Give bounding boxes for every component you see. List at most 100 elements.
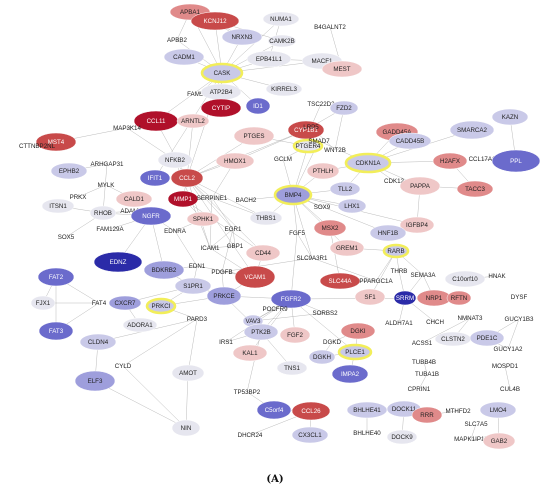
node-label-fam57a: FAM57A <box>187 91 212 98</box>
node-label-acss1: ACSS1 <box>412 340 433 347</box>
node-label-b4galnt2: B4GALNT2 <box>314 24 346 31</box>
node-tuba1b: TUBA1B <box>415 371 439 378</box>
node-itsn1: ITSN1 <box>41 198 75 214</box>
node-prkci: PRKCI <box>145 297 177 315</box>
node-label-gab2: GAB2 <box>491 438 508 445</box>
node-kal1: KAL1 <box>232 344 268 362</box>
edge-bmp4-slc9a3r1 <box>292 194 313 259</box>
node-shape-cadd45b <box>388 132 432 150</box>
node-shape-hmox1 <box>215 152 255 170</box>
node-label-edn1: EDN1 <box>189 263 206 270</box>
node-shape-tns1 <box>276 360 308 376</box>
node-label-itsn1: ITSN1 <box>49 203 67 210</box>
node-shape-hnf1b <box>369 224 407 242</box>
node-gucy1a2: GUCY1A2 <box>494 346 523 353</box>
node-fgf5: FGF5 <box>289 230 305 237</box>
node-shape-bmp4 <box>273 184 313 206</box>
node-rarb: RARB <box>382 243 410 259</box>
node-shape-rftn <box>446 290 472 306</box>
node-shape-kirrel3 <box>265 81 303 97</box>
node-label-egr1: EGR1 <box>225 226 242 233</box>
node-tns1: TNS1 <box>276 360 308 376</box>
edge-ccl2-egr1 <box>186 177 234 230</box>
node-label-ednz: EDNZ <box>110 259 127 266</box>
node-shape-cadm1 <box>163 48 205 66</box>
node-label-ephb2: EPHB2 <box>59 168 80 175</box>
node-shape-pthlh <box>306 162 340 180</box>
node-dysf: DYSF <box>511 294 528 301</box>
node-label-cadd45b: CADD45B <box>396 138 425 145</box>
node-thrb: THRB <box>391 268 408 275</box>
node-slc44a: SLC44A <box>319 272 361 290</box>
edge-egr1-gbp1 <box>232 228 236 247</box>
node-fjx1: FJX1 <box>30 295 56 311</box>
node-label-mapk1ip1l: MAPK1IP1L <box>454 436 488 443</box>
node-label-c5orf4: C5orf4 <box>265 407 284 414</box>
node-label-atp2b4: ATP2B4 <box>210 89 233 96</box>
node-shape-nrxn3 <box>221 28 263 46</box>
node-kirrel3: KIRREL3 <box>265 81 303 97</box>
edge-ccl2-thbs1 <box>186 177 267 219</box>
node-label-slc44a: SLC44A <box>328 278 352 285</box>
node-shape-impa2 <box>331 364 369 384</box>
node-label-ptger4: PTGER4 <box>296 143 321 150</box>
node-label-thbs1: THBS1 <box>256 215 277 222</box>
edge-bmp4-hnf1b <box>292 194 389 234</box>
node-label-fgf5: FGF5 <box>289 230 305 237</box>
node-label-fat4: FAT4 <box>92 300 107 307</box>
node-label-thrb: THRB <box>391 268 408 275</box>
node-shape-fjx1 <box>30 295 56 311</box>
node-shape-ccl26 <box>291 401 331 421</box>
node-label-arhgap31: ARHGAP31 <box>90 161 124 168</box>
node-label-dgki: DGKI <box>350 328 365 335</box>
node-kazn: KAZN <box>491 108 529 126</box>
edge-slc9a3r1-fgf5 <box>296 232 313 259</box>
edge-serpine1-egr1 <box>211 197 234 230</box>
node-shape-pde1c <box>469 329 505 347</box>
node-thbs1: THBS1 <box>249 210 283 226</box>
node-ephb2: EPHB2 <box>50 162 88 180</box>
node-shape-dgkh <box>308 349 336 365</box>
node-label-plce1: PLCE1 <box>345 349 365 356</box>
node-label-mospd1: MOSPD1 <box>492 363 519 370</box>
node-label-hmox1: HMOX1 <box>224 158 247 165</box>
node-kcnj12: KCNJ12 <box>190 11 240 31</box>
node-rftn: RFTN <box>446 290 472 306</box>
node-label-kirrel3: KIRREL3 <box>271 86 297 93</box>
node-label-irs1: IRS1 <box>219 339 233 346</box>
node-fat4: FAT4 <box>92 300 107 307</box>
node-shape-plce1 <box>337 343 373 361</box>
node-label-ppl: PPL <box>510 158 522 165</box>
node-shape-id1 <box>245 97 271 115</box>
node-fat2: FAT2 <box>37 267 75 287</box>
node-shape-h2afx <box>432 152 468 170</box>
node-vcam1: VCAM1 <box>234 265 276 289</box>
node-label-kcnj12: KCNJ12 <box>203 18 227 25</box>
node-map3k14: MAP3K14 <box>113 125 141 132</box>
edge-prkx-mylk <box>77 184 107 198</box>
node-shape-ngfr <box>130 206 172 226</box>
node-shape-sphk1 <box>186 211 220 227</box>
node-shape-msx2 <box>313 219 347 237</box>
edge-tubb4b-tuba1b <box>423 361 428 375</box>
node-bmp4: BMP4 <box>273 184 313 206</box>
node-label-fgf2: FGF2 <box>287 332 303 339</box>
node-icam1: ICAM1 <box>201 245 220 252</box>
node-cttnbp2nl: CTTNBP2NL <box>19 143 56 150</box>
node-shape-lmo4 <box>479 401 517 419</box>
node-shape-gab2 <box>482 432 516 450</box>
node-label-cx3cl1: CX3CL1 <box>298 432 322 439</box>
node-fam129a: FAM129A <box>96 226 124 233</box>
node-label-mylk: MYLK <box>98 182 116 189</box>
node-adora1: ADORA1 <box>122 317 158 333</box>
node-label-mst4: MST4 <box>48 139 65 146</box>
node-label-ppargc1a: PPARGC1A <box>359 278 393 285</box>
node-shape-amot <box>171 364 205 382</box>
node-shape-rarb <box>382 243 410 259</box>
node-grem1: GREM1 <box>329 239 365 257</box>
node-label-prkce: PRKCE <box>213 293 234 300</box>
node-shape-cdkn1a <box>344 152 392 174</box>
node-label-cytip: CYTIP <box>212 105 230 112</box>
node-label-igfbp4: IGFBP4 <box>406 222 429 229</box>
node-label-mmp1: MMP1 <box>174 196 192 203</box>
